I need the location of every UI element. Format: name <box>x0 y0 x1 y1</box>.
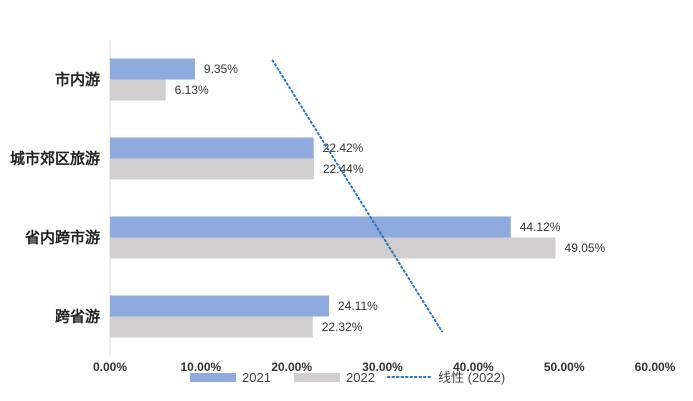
category-label: 市内游 <box>55 71 100 89</box>
category-label: 省内跨市游 <box>24 229 100 247</box>
data-label: 6.13% <box>175 83 209 97</box>
data-label: 24.11% <box>338 299 378 313</box>
legend-label: 2021 <box>242 370 271 385</box>
legend-swatch-2021 <box>190 373 236 382</box>
data-label: 44.12% <box>520 220 561 234</box>
x-tick-label: 10.00% <box>180 360 221 374</box>
bar-2022 <box>110 79 166 101</box>
bar-2021 <box>110 216 511 238</box>
bar-2022 <box>110 158 314 180</box>
data-label: 22.44% <box>323 162 364 176</box>
x-tick-label: 50.00% <box>544 360 585 374</box>
x-tick-label: 30.00% <box>362 360 403 374</box>
trendline <box>271 59 443 333</box>
legend-label: 2022 <box>346 370 375 385</box>
bar-2022 <box>110 237 556 259</box>
x-tick-label: 60.00% <box>635 360 676 374</box>
category-label: 城市郊区旅游 <box>10 150 100 168</box>
legend-swatch-2022 <box>294 373 340 382</box>
data-label: 22.32% <box>322 320 363 334</box>
bar-2021 <box>110 58 195 80</box>
x-tick-label: 40.00% <box>453 360 494 374</box>
bar-2021 <box>110 295 329 317</box>
x-tick-label: 20.00% <box>271 360 312 374</box>
data-label: 9.35% <box>204 62 238 76</box>
plot-area: 市内游 9.35% 6.13% 城市郊区旅游 22.42% 22.44% 省内跨市游 44.1… <box>10 40 676 374</box>
category-label: 跨省游 <box>55 308 100 326</box>
bar-2021 <box>110 137 314 159</box>
data-label: 22.42% <box>323 141 364 155</box>
legend: 2021 2022 线性 (2022) <box>190 370 505 385</box>
data-label: 49.05% <box>565 241 606 255</box>
legend-label: 线性 (2022) <box>438 370 505 385</box>
bar-2022 <box>110 316 313 338</box>
x-tick-label: 0.00% <box>93 360 127 374</box>
